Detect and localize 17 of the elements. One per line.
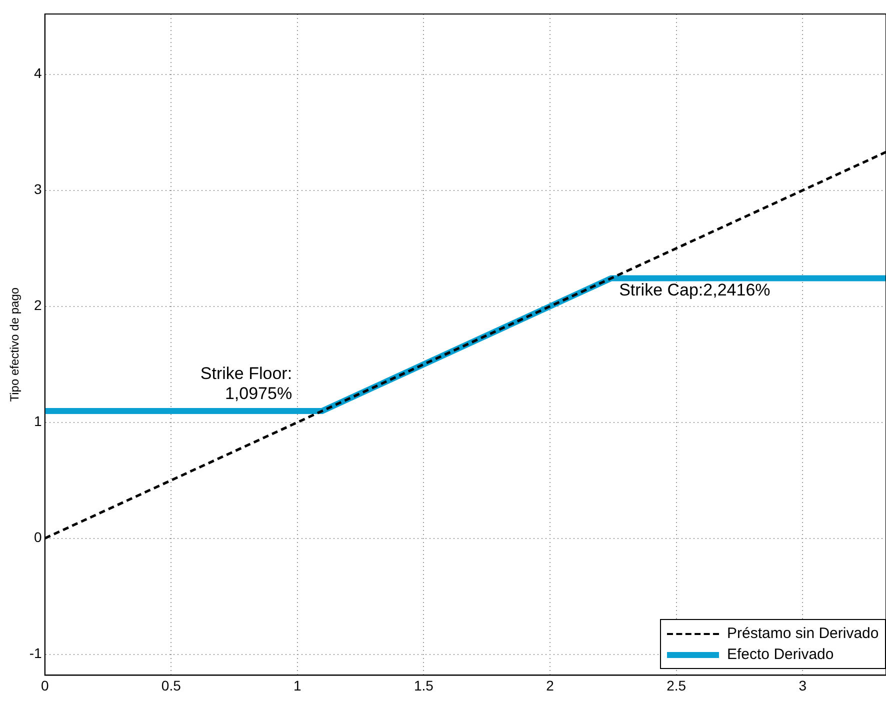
y-axis-title: Tipo efectivo de pago [8, 287, 22, 402]
y-tick-label: 3 [34, 181, 42, 198]
x-tick-label: 1 [294, 677, 302, 694]
x-tick-label: 1.5 [414, 677, 434, 694]
annotation: Strike Cap:2,2416% [619, 280, 770, 300]
x-tick-label: 2.5 [666, 677, 686, 694]
x-tick-label: 2 [546, 677, 554, 694]
annotation: Strike Floor: 1,0975% [200, 364, 292, 404]
y-tick-label: 2 [34, 297, 42, 314]
y-tick-label: -1 [29, 645, 42, 662]
y-tick-label: 4 [34, 65, 42, 82]
x-tick-label: 3 [798, 677, 807, 694]
legend-label: Préstamo sin Derivado [727, 625, 879, 642]
y-tick-label: 1 [34, 413, 42, 430]
legend-label: Efecto Derivado [727, 646, 834, 664]
y-tick-label: 0 [34, 529, 42, 546]
x-tick-label: 0.5 [161, 677, 182, 694]
